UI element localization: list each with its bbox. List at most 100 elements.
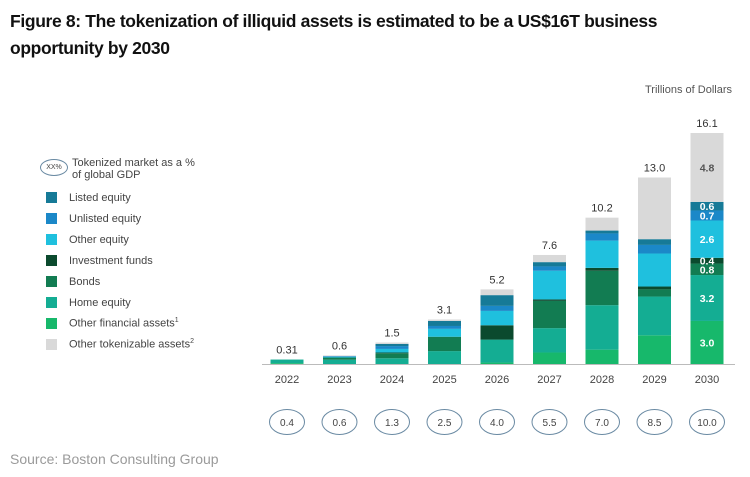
total-label: 0.6 [332,340,347,352]
bar-segment [480,362,514,364]
legend-label: Bonds [69,275,101,288]
bar-segment [375,352,409,354]
legend-swatch [46,234,57,245]
x-tick-label: 2028 [590,374,614,386]
segment-label: 0.8 [700,264,715,276]
gdp-ellipse [479,409,515,435]
bar-segment [323,356,356,357]
legend-swatch [46,255,57,266]
bar-segment [690,320,724,364]
bar-segment [690,257,724,264]
gdp-ellipse [321,409,358,435]
legend-label: Investment funds [69,254,153,267]
bar-segment [375,346,409,349]
x-tick-label: 2029 [642,374,666,386]
bar-segment [533,352,566,364]
bar-segment [638,253,671,287]
bar-segment [585,217,619,231]
bar-segment [585,349,619,364]
bar-segment [375,358,409,364]
bar-segment [585,240,619,268]
bar-segment [690,220,724,258]
gdp-share-label: 5.5 [543,418,557,429]
bar-segment [690,210,724,221]
bar-segment [270,363,304,364]
bar-segment [480,289,514,296]
bar-segment [585,230,619,234]
x-tick-label: 2023 [327,374,351,386]
legend-item: Other equity [40,229,195,250]
legend-item: Investment funds [40,250,195,271]
x-tick-label: 2025 [432,374,456,386]
legend-gdp-label: Tokenized market as a % of global GDP [72,157,195,181]
gdp-share-label: 4.0 [490,418,504,429]
bar-segment [690,263,724,276]
legend-item: Bonds [40,271,195,292]
bar-segment [480,339,514,363]
legend-label: Home equity [69,296,131,309]
bar-segment [533,254,566,263]
legend-swatch [46,213,57,224]
total-label: 3.1 [437,305,452,317]
bar-segment [323,357,356,360]
gdp-ellipse [426,409,463,435]
gdp-ellipse [584,409,620,435]
gdp-ellipse-icon: XX% [40,159,68,176]
total-label: 0.31 [276,345,297,357]
legend-label: Unlisted equity [69,212,142,225]
legend-gdp-line1: Tokenized market as a % [72,157,195,169]
x-tick-label: 2030 [695,374,719,386]
bar-segment [638,289,671,297]
legend-item: Other tokenizable assets2 [40,334,195,355]
total-label: 5.2 [489,274,504,286]
bar-segment [428,336,461,352]
segment-label: 4.8 [700,162,715,174]
bar-segment [428,319,461,321]
total-label: 13.0 [644,162,665,174]
bar-segment [428,328,461,337]
bar-segment [638,286,671,290]
bar-segment [428,325,461,329]
bar-segment [638,239,671,245]
legend-item: Home equity [40,292,195,313]
segment-label: 3.0 [700,337,715,349]
chart-title: Figure 8: The tokenization of illiquid a… [10,11,658,58]
gdp-ellipse [636,409,673,435]
total-label: 16.1 [696,118,717,130]
bar-segment [323,356,356,358]
bar-segment [638,177,671,240]
legend-swatch [46,297,57,308]
legend-label: Listed equity [69,191,131,204]
gdp-share-label: 8.5 [648,418,662,429]
bar-segment [533,299,566,301]
bar-segment [638,296,671,336]
gdp-share-label: 7.0 [595,418,609,429]
bar-segment [270,359,304,364]
bar-segment [533,300,566,329]
total-label: 7.6 [542,240,557,252]
source-note: Source: Boston Consulting Group [10,451,219,467]
legend-item: Unlisted equity [40,208,195,229]
legend: XX% Tokenized market as a % of global GDP… [40,157,195,355]
segment-label: 2.6 [700,234,715,246]
gdp-ellipse [689,409,725,435]
bar-segment [690,275,724,321]
legend-item: Listed equity [40,187,195,208]
gdp-ellipse [531,409,568,435]
legend-swatch [46,276,57,287]
legend-label: Other equity [69,233,129,246]
x-tick-label: 2027 [537,374,561,386]
bar-segment [638,244,671,254]
bar-segment [428,351,461,364]
bar-segment [533,270,566,300]
segment-label: 0.6 [700,201,715,213]
x-tick-label: 2024 [380,374,404,386]
bar-segment [480,305,514,311]
legend-footnote: 2 [190,338,194,346]
bar-segment [585,267,619,271]
bar-segment [428,320,461,326]
gdp-share-label: 0.4 [280,418,294,429]
segment-label: 3.2 [700,293,715,305]
x-tick-label: 2022 [275,374,299,386]
